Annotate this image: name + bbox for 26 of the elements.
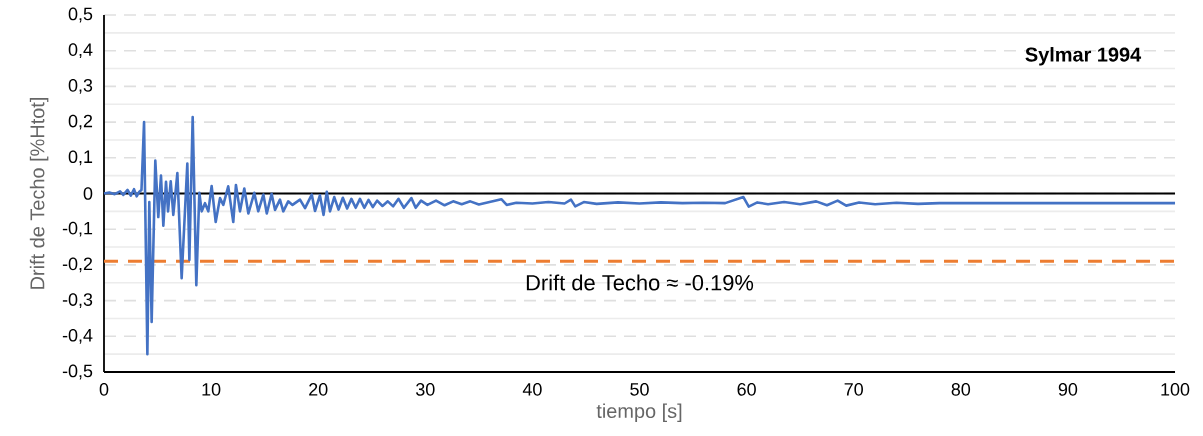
x-tick-label: 60 [737, 383, 756, 396]
x-axis-title: tiempo [s] [596, 403, 682, 422]
x-tick-label: 80 [951, 383, 971, 396]
y-tick-label: -0,5 [62, 364, 93, 380]
x-tick-label: 90 [1058, 383, 1078, 396]
y-tick-label: -0,2 [62, 257, 93, 273]
y-tick-label: -0,3 [62, 293, 93, 308]
x-tick-label: 50 [630, 383, 649, 396]
x-tick-label: 70 [844, 383, 863, 396]
y-tick-label: 0,4 [68, 43, 93, 59]
x-tick-label: 100 [1161, 383, 1190, 396]
text: Sylmar 1994 [1025, 47, 1142, 66]
x-tick-label: 10 [202, 383, 221, 396]
y-tick-label: 0,3 [68, 78, 93, 94]
x-tick-label: 0 [99, 383, 109, 396]
x-tick-label: 40 [522, 383, 542, 396]
y-tick-label: 0,1 [68, 150, 93, 166]
y-tick-label: 0,2 [68, 114, 93, 130]
y-tick-label: 0,5 [68, 7, 93, 23]
y-axis-title: Drift de Techo [%Htot] [29, 98, 49, 289]
x-tick-label: 20 [309, 383, 328, 396]
x-tick-label: 30 [416, 383, 435, 396]
y-tick-label: 0 [83, 187, 93, 200]
y-tick-label: -0,1 [62, 221, 93, 237]
y-tick-label: -0,4 [62, 328, 93, 344]
ref-line-label: Drift de Techo ≈ -0.19% [526, 274, 754, 291]
